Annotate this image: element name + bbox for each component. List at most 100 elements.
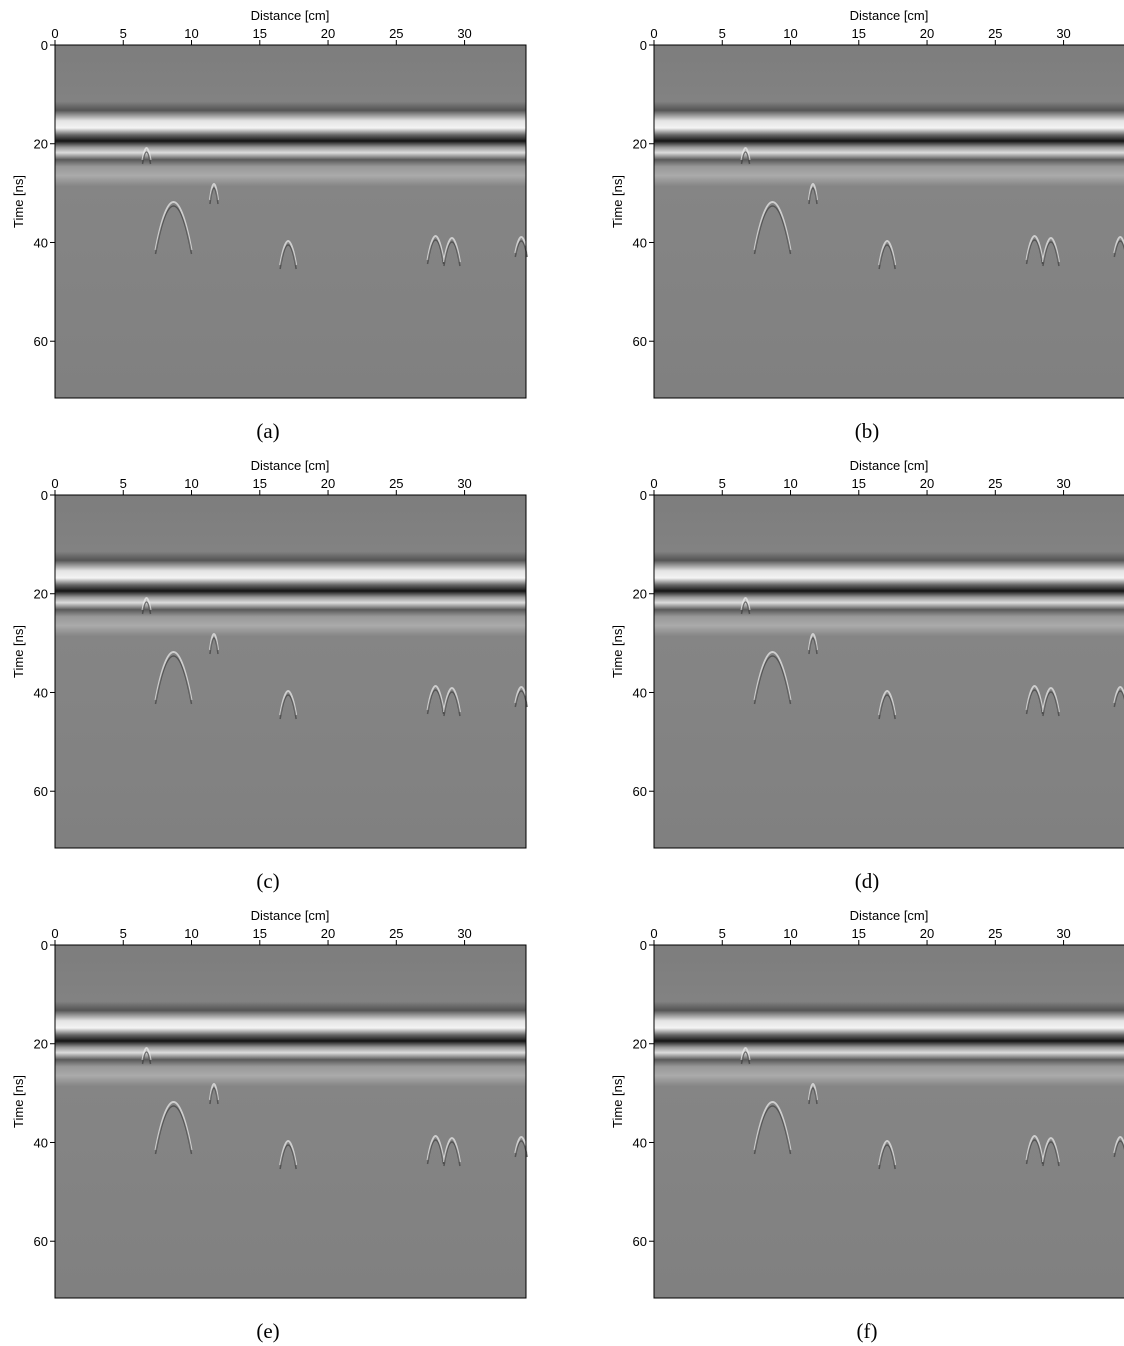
- y-tick-label: 60: [633, 784, 647, 799]
- reflection: [878, 240, 897, 266]
- plot-frame: [54, 44, 527, 399]
- x-tick-label: 5: [120, 26, 127, 41]
- reflection: [279, 244, 297, 270]
- y-tick-label: 0: [640, 938, 647, 953]
- reflection: [141, 1051, 152, 1065]
- reflection: [154, 201, 193, 251]
- x-tick-label: 15: [253, 26, 267, 41]
- reflection: [753, 655, 792, 705]
- reflection: [1025, 689, 1044, 715]
- reflection: [1113, 236, 1124, 254]
- reflection: [1025, 1139, 1044, 1165]
- plot-frame: [653, 494, 1124, 849]
- reflection: [808, 1087, 818, 1105]
- reflection: [1113, 690, 1124, 708]
- y-tick-label: 60: [633, 334, 647, 349]
- radargram-image: [55, 45, 529, 398]
- image-background: [55, 495, 526, 848]
- x-axis-label: Distance [cm]: [251, 908, 330, 923]
- reflection: [442, 687, 461, 713]
- reflection: [1025, 239, 1044, 265]
- y-tick-label: 20: [34, 587, 48, 602]
- reflection: [154, 651, 193, 701]
- x-tick-label: 5: [120, 926, 127, 941]
- x-tick-label: 10: [783, 26, 797, 41]
- panel: 0 5 10 15 20 25 30 0 20 40 60 Distance [cm] Time [ns…: [11, 458, 529, 893]
- x-tick-label: 30: [457, 926, 471, 941]
- panel: 0 5 10 15 20 25 30 0 20 40 60 Distance [cm] Time [ns…: [610, 908, 1124, 1343]
- reflection: [141, 147, 152, 161]
- caption: (d): [855, 869, 880, 893]
- reflection: [740, 151, 751, 165]
- reflection: [141, 601, 152, 615]
- reflection: [426, 1135, 445, 1161]
- reflection: [154, 1105, 193, 1155]
- x-tick-label: 5: [719, 476, 726, 491]
- x-axis-label: Distance [cm]: [850, 908, 929, 923]
- y-tick-label: 40: [633, 235, 647, 250]
- y-tick-label: 40: [633, 1135, 647, 1150]
- y-axis-label: Time [ns]: [11, 625, 26, 678]
- x-axis-label: Distance [cm]: [850, 8, 929, 23]
- x-tick-label: 10: [184, 476, 198, 491]
- radargram-image: [55, 945, 529, 1298]
- x-tick-label: 20: [920, 926, 934, 941]
- y-axis-label: Time [ns]: [610, 175, 625, 228]
- x-tick-label: 25: [389, 476, 403, 491]
- caption: (e): [256, 1319, 279, 1343]
- x-tick-label: 15: [852, 26, 866, 41]
- x-tick-label: 10: [184, 26, 198, 41]
- reflection: [740, 1051, 751, 1065]
- y-tick-label: 0: [41, 38, 48, 53]
- reflection: [753, 205, 792, 255]
- reflection: [141, 1047, 152, 1061]
- x-tick-label: 30: [1056, 476, 1070, 491]
- y-axis-label: Time [ns]: [610, 1075, 625, 1128]
- plot-frame: [54, 944, 527, 1299]
- panel: 0 5 10 15 20 25 30 0 20 40 60 Distance [cm] Time [ns…: [610, 458, 1124, 893]
- reflection: [878, 244, 896, 270]
- y-tick-label: 60: [34, 334, 48, 349]
- reflection: [279, 1140, 298, 1166]
- reflection: [279, 694, 297, 720]
- x-tick-label: 0: [650, 476, 657, 491]
- x-tick-label: 20: [321, 26, 335, 41]
- panel: 0 5 10 15 20 25 30 0 20 40 60 Distance [cm] Time [ns…: [11, 908, 529, 1343]
- x-tick-label: 15: [253, 926, 267, 941]
- radargram-image: [654, 495, 1124, 848]
- reflection: [808, 187, 818, 205]
- reflection: [878, 690, 897, 716]
- x-tick-label: 15: [852, 926, 866, 941]
- x-tick-label: 30: [457, 26, 471, 41]
- reflection: [740, 1047, 751, 1061]
- caption: (b): [855, 419, 880, 443]
- x-tick-label: 10: [184, 926, 198, 941]
- reflection: [141, 151, 152, 165]
- reflection: [1025, 235, 1044, 261]
- plot-frame: [653, 944, 1124, 1299]
- reflection: [443, 691, 461, 717]
- x-tick-label: 5: [719, 26, 726, 41]
- radargram-image: [654, 45, 1124, 398]
- reflection: [1113, 686, 1124, 704]
- y-tick-label: 20: [633, 587, 647, 602]
- reflection: [426, 235, 445, 261]
- reflection: [1025, 1135, 1044, 1161]
- reflection: [209, 187, 219, 205]
- x-tick-label: 25: [988, 26, 1002, 41]
- reflection: [753, 651, 792, 701]
- x-tick-label: 25: [389, 26, 403, 41]
- reflection: [1113, 1140, 1124, 1158]
- y-tick-label: 0: [41, 938, 48, 953]
- caption: (f): [857, 1319, 878, 1343]
- y-axis-label: Time [ns]: [11, 175, 26, 228]
- y-tick-label: 0: [640, 38, 647, 53]
- reflection: [1113, 1136, 1124, 1154]
- reflection: [442, 237, 461, 263]
- reflection: [279, 240, 298, 266]
- y-tick-label: 20: [34, 1037, 48, 1052]
- x-axis-label: Distance [cm]: [850, 458, 929, 473]
- image-background: [654, 945, 1124, 1298]
- reflection: [443, 241, 461, 267]
